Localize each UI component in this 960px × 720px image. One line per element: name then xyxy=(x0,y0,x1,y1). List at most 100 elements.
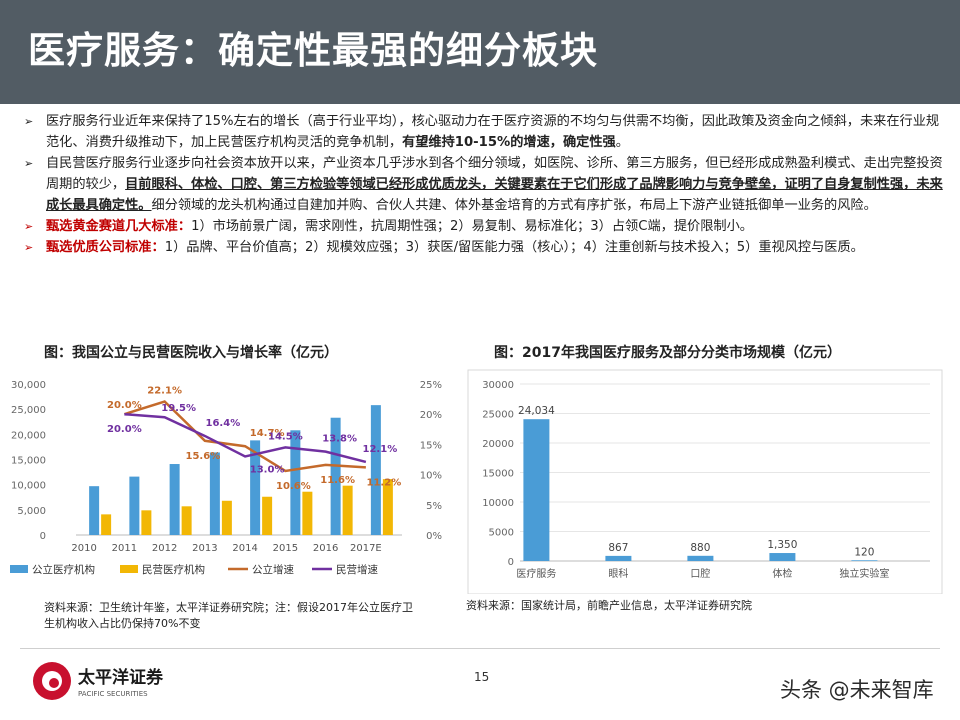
y-tick-label: 10000 xyxy=(482,498,514,509)
bullet-text: 1）市场前景广阔，需求刚性，抗周期性强；2）易复制、易标准化；3）占领C端，提价… xyxy=(191,219,753,234)
bullet-text: 细分领域的龙头机构通过自建加并购、合伙人共建、体外基金培育的方式有序扩张，布局上… xyxy=(151,198,877,213)
bullet-text: 有望维持10-15%的增速，确定性强 xyxy=(402,135,616,150)
y-tick-label: 15,000 xyxy=(11,456,46,467)
bar-4 xyxy=(851,560,878,561)
bar-0 xyxy=(523,419,550,561)
chart2-source: 资料来源：国家统计局，前瞻产业信息，太平洋证券研究院 xyxy=(466,599,752,612)
x-tick-label: 独立实验室 xyxy=(839,567,889,580)
bar-0-6 xyxy=(330,417,341,535)
bullet-text: 自民营医疗服务行业逐步向社会资本放开以来，产业资本几乎涉水到各个细分领域，如医院… xyxy=(46,156,943,192)
x-tick-label: 2015 xyxy=(273,543,298,554)
bar-1-7 xyxy=(382,479,393,535)
bar-1-3 xyxy=(221,500,232,535)
x-tick-label: 2010 xyxy=(71,543,96,554)
page-title: 医疗服务：确定性最强的细分板块 xyxy=(28,29,598,72)
legend-label: 民营增速 xyxy=(336,563,378,576)
x-tick-label: 体检 xyxy=(772,567,792,580)
data-label: 12.1% xyxy=(363,444,398,455)
bar-0-4 xyxy=(250,440,261,535)
bullet-text: 。 xyxy=(615,135,629,150)
y2-tick-label: 10% xyxy=(420,471,442,482)
bullet-item: ➢ 医疗服务行业近年来保持了15%左右的增长（高于行业平均），核心驱动力在于医疗资… xyxy=(20,111,950,153)
bullet-text: 医疗服务行业近年来保持了15%左右的增长（高于行业平均），核心驱动力在于医疗资源… xyxy=(46,114,940,150)
bar-0-7 xyxy=(370,405,381,535)
data-label: 20.0% xyxy=(107,400,142,411)
x-tick-label: 眼科 xyxy=(608,567,628,580)
data-label: 11.2% xyxy=(367,477,402,488)
y2-tick-label: 20% xyxy=(420,410,442,421)
bullet-item: ➢ 甄选优质公司标准：1）品牌、平台价值高；2）规模效应强；3）获医/留医能力强（… xyxy=(20,237,950,258)
bullet-arrow-icon: ➢ xyxy=(24,115,34,128)
bullet-text: 目前眼科、体检、口腔、第三方检验等领域已经形成优质龙头，关键要素在于它们形成了品… xyxy=(46,177,943,213)
data-label: 880 xyxy=(690,542,710,554)
bullet-item: ➢ 自民营医疗服务行业逐步向社会资本放开以来，产业资本几乎涉水到各个细分领域，如医… xyxy=(20,153,950,216)
chart2-frame xyxy=(467,369,943,594)
y-tick-label: 0 xyxy=(40,531,46,542)
bar-1-5 xyxy=(302,491,313,535)
data-label: 16.4% xyxy=(206,418,241,429)
x-tick-label: 2017E xyxy=(350,543,382,554)
legend-label: 公立增速 xyxy=(252,563,294,576)
footer-divider xyxy=(20,648,940,649)
bar-0-5 xyxy=(290,430,301,535)
y-tick-label: 20,000 xyxy=(11,430,46,441)
bullet-text: 1）品牌、平台价值高；2）规模效应强；3）获医/留医能力强（核心）；4）注重创新… xyxy=(164,240,864,255)
data-label: 19.5% xyxy=(161,403,196,414)
chart-market-size: 0 5000 10000 15000 20000 25000 30000 24,034 医疗服务… xyxy=(467,369,943,594)
y-tick-label: 20000 xyxy=(482,439,514,450)
bar-2 xyxy=(687,555,714,561)
x-tick-label: 2016 xyxy=(313,543,338,554)
y-tick-label: 0 xyxy=(508,557,514,568)
bullet-arrow-icon: ➢ xyxy=(24,157,34,170)
legend-label: 公立医疗机构 xyxy=(32,563,95,576)
bar-0-3 xyxy=(209,452,220,535)
data-label: 13.8% xyxy=(322,434,357,445)
legend-swatch xyxy=(120,565,138,573)
data-label: 1,350 xyxy=(767,539,797,551)
bar-1-1 xyxy=(141,510,152,535)
y2-tick-label: 15% xyxy=(420,440,442,451)
legend-swatch xyxy=(10,565,28,573)
bullet-text: 甄选优质公司标准： xyxy=(46,240,165,255)
data-label: 13.0% xyxy=(250,464,285,475)
bullet-arrow-icon: ➢ xyxy=(24,220,34,233)
y-tick-label: 30,000 xyxy=(11,380,46,391)
y-tick-label: 5,000 xyxy=(17,506,46,517)
chart-revenue-growth: 0 5,000 10,000 15,000 20,000 25,000 30,000 0% 5%… xyxy=(10,380,442,576)
y2-tick-label: 5% xyxy=(426,501,442,512)
title-bar: 医疗服务：确定性最强的细分板块 xyxy=(0,0,960,104)
bullet-text: 甄选黄金赛道几大标准： xyxy=(46,219,192,234)
y2-tick-label: 0% xyxy=(426,531,442,542)
chart1-title: 图：我国公立与民营医院收入与增长率（亿元） xyxy=(44,345,338,361)
data-label: 120 xyxy=(854,546,874,558)
watermark: 头条 @未来智库 xyxy=(780,678,934,702)
bar-0-2 xyxy=(169,464,180,535)
x-tick-label: 2012 xyxy=(152,543,177,554)
bullet-list: ➢ 医疗服务行业近年来保持了15%左右的增长（高于行业平均），核心驱动力在于医疗资… xyxy=(20,111,950,258)
x-tick-label: 2013 xyxy=(192,543,217,554)
bar-1-4 xyxy=(262,496,273,535)
y-tick-label: 25,000 xyxy=(11,405,46,416)
line-3 xyxy=(124,412,367,464)
y-tick-label: 10,000 xyxy=(11,481,46,492)
y-tick-label: 30000 xyxy=(482,380,514,391)
data-label: 24,034 xyxy=(518,405,555,417)
x-tick-label: 口腔 xyxy=(690,567,710,580)
bar-0-0 xyxy=(89,486,100,535)
data-label: 22.1% xyxy=(147,386,182,397)
data-label: 10.6% xyxy=(276,481,311,492)
y-tick-label: 15000 xyxy=(482,469,514,480)
data-label: 867 xyxy=(608,542,628,554)
data-label: 14.7% xyxy=(250,428,285,439)
chart1-source: 资料来源：卫生统计年鉴，太平洋证券研究院；注：假设2017年公立医疗卫生机构收入… xyxy=(44,601,413,630)
bar-1-0 xyxy=(101,514,112,535)
data-label: 14.5% xyxy=(268,431,303,442)
company-logo: 太平洋证券 PACIFIC SECURITIES xyxy=(33,662,164,700)
bar-1 xyxy=(605,555,632,561)
logo-subtext: PACIFIC SECURITIES xyxy=(78,690,148,698)
bullet-arrow-icon: ➢ xyxy=(24,241,34,254)
chart2-title: 图：2017年我国医疗服务及部分分类市场规模（亿元） xyxy=(494,345,841,361)
y2-tick-label: 25% xyxy=(420,380,442,391)
y-tick-label: 5000 xyxy=(489,528,514,539)
bar-1-6 xyxy=(342,485,353,535)
